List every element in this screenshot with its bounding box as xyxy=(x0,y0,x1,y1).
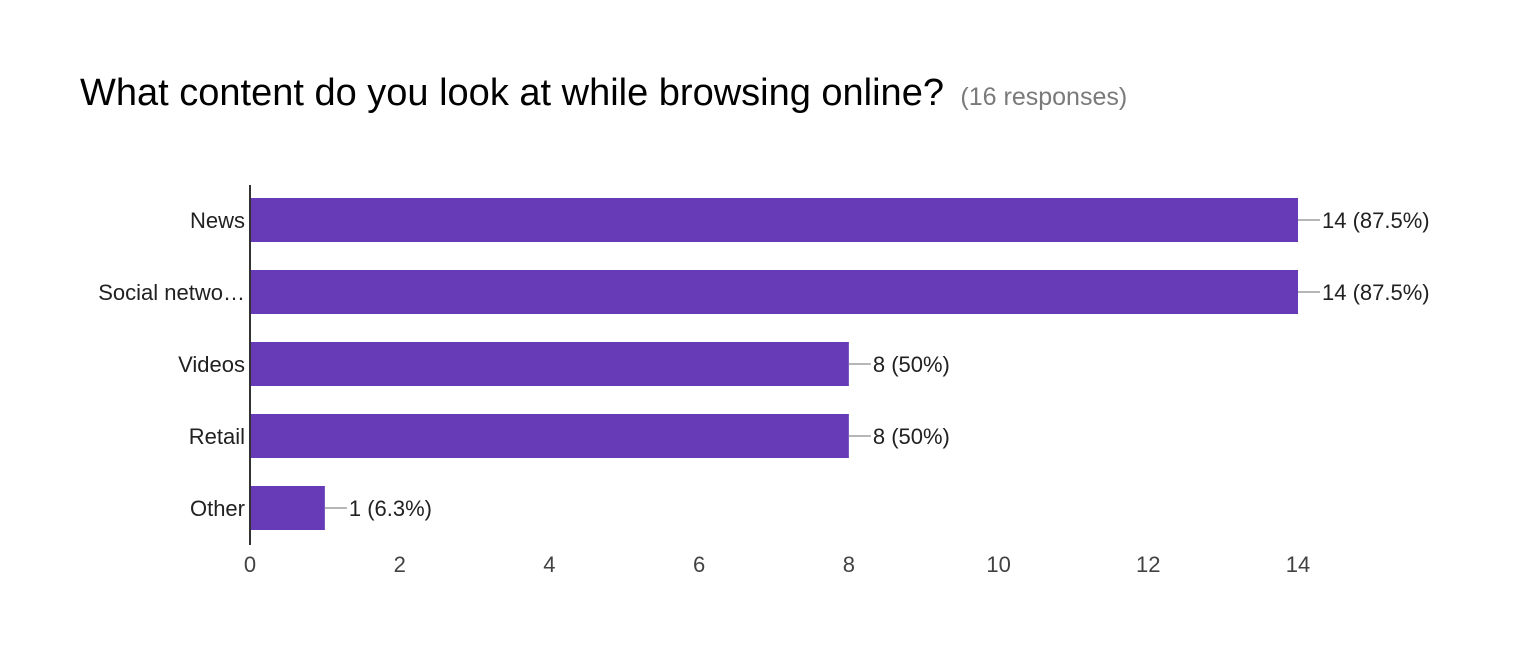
data-label-0: 14 (87.5%) xyxy=(1322,208,1430,233)
x-tick-label-2: 4 xyxy=(543,552,555,577)
bar-0 xyxy=(250,198,1298,242)
x-tick-label-6: 12 xyxy=(1136,552,1160,577)
chart-title: What content do you look at while browsi… xyxy=(80,72,944,114)
x-tick-label-1: 2 xyxy=(394,552,406,577)
x-tick-label-0: 0 xyxy=(244,552,256,577)
bar-1 xyxy=(250,270,1298,314)
x-tick-label-3: 6 xyxy=(693,552,705,577)
category-label-1: Social netwo… xyxy=(98,280,245,305)
category-label-3: Retail xyxy=(189,424,245,449)
category-label-2: Videos xyxy=(178,352,245,377)
x-tick-label-7: 14 xyxy=(1286,552,1310,577)
bar-4 xyxy=(250,486,325,530)
data-label-3: 8 (50%) xyxy=(873,424,950,449)
bar-3 xyxy=(250,414,849,458)
data-label-2: 8 (50%) xyxy=(873,352,950,377)
bar-2 xyxy=(250,342,849,386)
category-label-4: Other xyxy=(190,496,245,521)
response-count: (16 responses) xyxy=(960,83,1128,111)
data-label-1: 14 (87.5%) xyxy=(1322,280,1430,305)
chart-header: What content do you look at while browsi… xyxy=(80,72,1127,115)
x-tick-label-5: 10 xyxy=(986,552,1010,577)
x-tick-label-4: 8 xyxy=(843,552,855,577)
data-label-4: 1 (6.3%) xyxy=(349,496,432,521)
category-label-0: News xyxy=(190,208,245,233)
